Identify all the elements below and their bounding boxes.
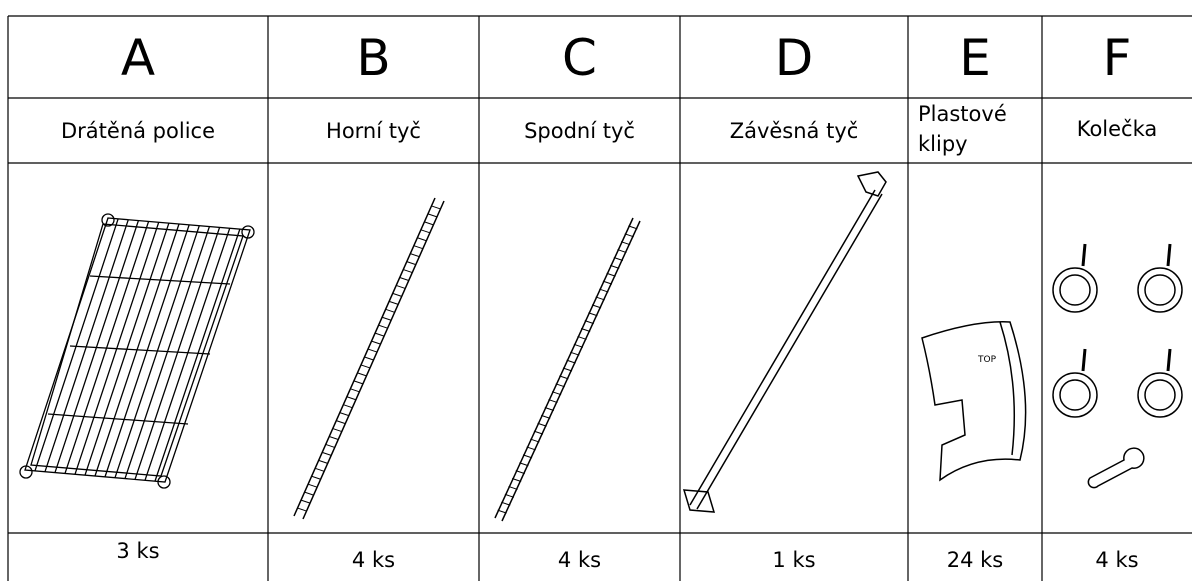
part-quantity: 1 ks	[772, 548, 816, 572]
part-quantity: 24 ks	[946, 548, 1004, 572]
column-letter: A	[120, 29, 156, 87]
lower-pole-drawing	[494, 217, 641, 522]
column-letter: C	[562, 29, 597, 87]
plastic-clip-drawing: TOP	[921, 321, 1027, 482]
column-letter: B	[356, 29, 391, 87]
part-quantity: 4 ks	[557, 548, 602, 572]
column-letter: F	[1102, 29, 1132, 87]
wire-shelf-drawing	[19, 213, 255, 489]
part-name: Drátěná police	[61, 119, 215, 143]
part-name: Kolečka	[1076, 117, 1158, 141]
column-letter: D	[774, 29, 814, 87]
part-name: Horní tyč	[326, 119, 421, 143]
clip-marking: TOP	[977, 355, 997, 365]
upper-pole-drawing	[293, 197, 445, 520]
hanging-rod-drawing	[682, 171, 887, 513]
column-letter: E	[959, 29, 991, 87]
part-quantity: 3 ks	[116, 539, 160, 563]
casters-drawing	[1052, 243, 1183, 489]
grid	[7, 15, 1192, 581]
part-name: Závěsná tyč	[729, 119, 859, 143]
part-quantity: 4 ks	[351, 548, 396, 572]
part-name: Spodní tyč	[524, 119, 635, 143]
part-quantity: 4 ks	[1095, 548, 1139, 572]
part-name: Plastové klipy	[918, 102, 1007, 156]
